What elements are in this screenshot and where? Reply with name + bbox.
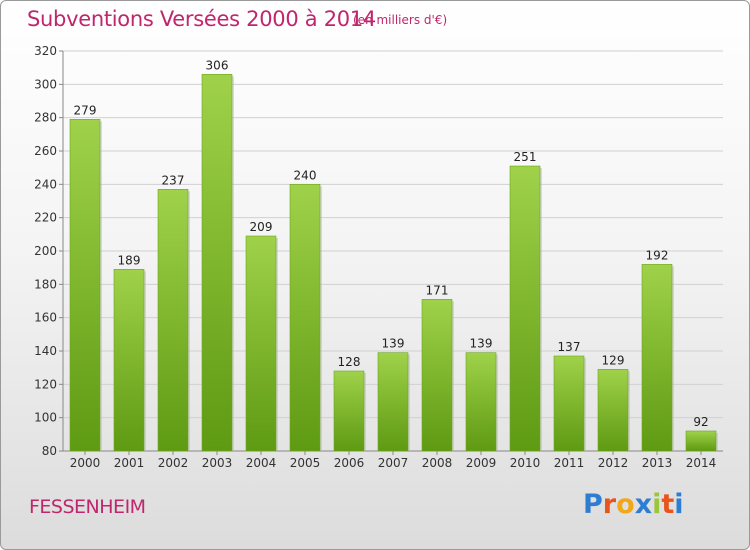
bar bbox=[289, 184, 321, 452]
bar-value-label: 240 bbox=[294, 168, 317, 182]
data-labels: 279 189 237 306 209 240 128 139 171 139 251 137 129 1… bbox=[74, 58, 709, 429]
bars bbox=[69, 74, 718, 452]
bar-value-label: 171 bbox=[426, 283, 449, 297]
logo-letter: i bbox=[674, 489, 684, 520]
logo-letter: P bbox=[583, 489, 603, 520]
town-name: FESSENHEIM bbox=[29, 496, 146, 518]
x-tick-label: 2009 bbox=[466, 456, 497, 470]
x-tick-label: 2008 bbox=[422, 456, 453, 470]
y-tick-label: 280 bbox=[34, 111, 57, 125]
bar bbox=[333, 370, 365, 452]
chart-subtitle: (en milliers d'€) bbox=[353, 13, 448, 27]
bar bbox=[421, 299, 453, 452]
bar bbox=[465, 352, 497, 452]
x-tick-label: 2010 bbox=[510, 456, 541, 470]
bar bbox=[245, 235, 277, 452]
y-tick-label: 100 bbox=[34, 411, 57, 425]
bar bbox=[641, 264, 673, 452]
bar bbox=[553, 355, 585, 452]
bar bbox=[201, 74, 233, 452]
y-tick-label: 320 bbox=[34, 44, 57, 58]
bar bbox=[509, 165, 541, 452]
bar-value-label: 128 bbox=[338, 355, 361, 369]
bar bbox=[597, 369, 629, 452]
y-tick-label: 220 bbox=[34, 211, 57, 225]
logo-letter: o bbox=[616, 489, 635, 520]
y-tick-label: 180 bbox=[34, 277, 57, 291]
y-tick-label: 240 bbox=[34, 177, 57, 191]
logo-letter: x bbox=[634, 489, 653, 520]
x-tick-label: 2014 bbox=[686, 456, 717, 470]
logo-letter: i bbox=[652, 489, 662, 520]
y-tick-label: 160 bbox=[34, 311, 57, 325]
chart-title: Subventions Versées 2000 à 2014 bbox=[27, 7, 376, 31]
bar-value-label: 139 bbox=[382, 337, 405, 351]
y-tick-label: 200 bbox=[34, 244, 57, 258]
x-tick-label: 2003 bbox=[202, 456, 233, 470]
bar bbox=[377, 352, 409, 452]
bar-value-label: 237 bbox=[162, 173, 185, 187]
bar-value-label: 92 bbox=[693, 415, 708, 429]
x-tick-label: 2001 bbox=[114, 456, 145, 470]
x-tick-label: 2012 bbox=[598, 456, 629, 470]
x-tick-label: 2002 bbox=[158, 456, 189, 470]
bar-value-label: 209 bbox=[250, 220, 273, 234]
y-tick-label: 80 bbox=[42, 444, 57, 458]
x-tick-label: 2007 bbox=[378, 456, 409, 470]
logo-letter: r bbox=[602, 489, 617, 520]
x-tick-label: 2004 bbox=[246, 456, 277, 470]
x-tick-label: 2011 bbox=[554, 456, 585, 470]
bar-value-label: 251 bbox=[514, 150, 537, 164]
x-tick-label: 2000 bbox=[70, 456, 101, 470]
bar-value-label: 279 bbox=[74, 103, 97, 117]
logo-letter: t bbox=[661, 489, 675, 520]
bar bbox=[69, 119, 101, 452]
axes: 80 100 120 140 160 180 200 220 240 260 280 300 320 20… bbox=[34, 44, 723, 470]
y-tick-label: 260 bbox=[34, 144, 57, 158]
bar bbox=[157, 189, 189, 452]
bar-value-label: 139 bbox=[470, 337, 493, 351]
bar-value-label: 137 bbox=[558, 340, 581, 354]
x-tick-label: 2006 bbox=[334, 456, 365, 470]
bar-value-label: 189 bbox=[118, 253, 141, 267]
bar bbox=[113, 269, 145, 452]
y-tick-label: 120 bbox=[34, 377, 57, 391]
y-tick-label: 140 bbox=[34, 344, 57, 358]
x-tick-label: 2013 bbox=[642, 456, 673, 470]
x-tick-label: 2005 bbox=[290, 456, 321, 470]
bar bbox=[685, 430, 717, 452]
bar-value-label: 129 bbox=[602, 353, 625, 367]
proxiti-logo[interactable]: Proxiti bbox=[583, 489, 684, 520]
y-tick-label: 300 bbox=[34, 77, 57, 91]
bar-value-label: 306 bbox=[206, 58, 229, 72]
bar-value-label: 192 bbox=[646, 248, 669, 262]
